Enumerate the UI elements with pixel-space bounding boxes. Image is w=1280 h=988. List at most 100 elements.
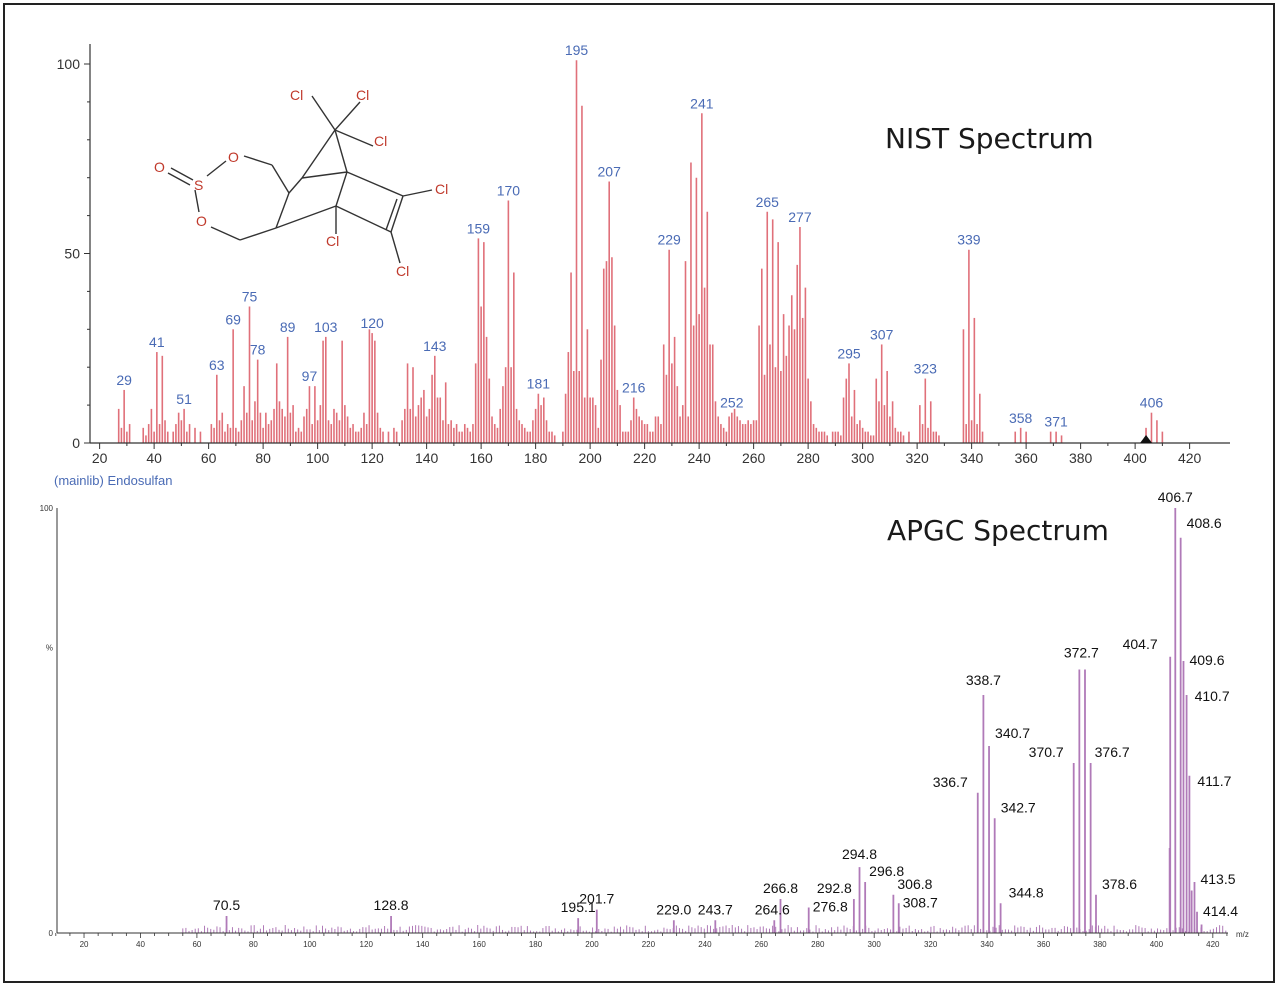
nist-x-tick-label: 20 — [92, 450, 108, 466]
nist-axes: 20 40 60 80 100 120 140 160 180 200 220 240 260 280 30… — [57, 44, 1230, 466]
apgc-peak-label: 408.6 — [1187, 515, 1222, 531]
nist-peak-label: 323 — [914, 361, 938, 377]
apgc-peak-label: 410.7 — [1195, 688, 1230, 704]
apgc-x-tick-label: 400 — [1150, 940, 1164, 949]
apgc-peak-label: 264.6 — [755, 901, 790, 917]
nist-x-tick-label: 260 — [742, 450, 766, 466]
atom-o-1: O — [228, 149, 239, 165]
apgc-peak-label: 378.6 — [1102, 876, 1137, 892]
nist-peak-label: 51 — [176, 391, 192, 407]
atom-cl-4: Cl — [435, 181, 448, 197]
nist-title: NIST Spectrum — [885, 122, 1094, 155]
apgc-x-tick-label: 20 — [80, 940, 89, 949]
apgc-x-unit: m/z — [1236, 930, 1249, 939]
nist-peak-label: 207 — [598, 163, 622, 179]
apgc-peak-label: 266.8 — [763, 880, 798, 896]
apgc-peak-label: 308.7 — [903, 894, 938, 910]
apgc-peak-label: 342.7 — [1001, 799, 1036, 815]
atom-cl-1: Cl — [290, 87, 303, 103]
apgc-peak-label: 409.6 — [1189, 652, 1224, 668]
nist-x-tick-label: 200 — [578, 450, 602, 466]
apgc-peak-label: 404.7 — [1123, 636, 1158, 652]
apgc-peak-label: 376.7 — [1095, 744, 1130, 760]
nist-x-tick-label: 160 — [469, 450, 493, 466]
apgc-peak-label: 413.5 — [1200, 871, 1235, 887]
nist-peak-label: 63 — [209, 357, 225, 373]
nist-peak-label: 89 — [280, 319, 296, 335]
nist-peak-label: 358 — [1009, 410, 1033, 426]
apgc-x-tick-label: 160 — [472, 940, 486, 949]
nist-x-tick-label: 100 — [306, 450, 330, 466]
nist-x-tick-label: 40 — [146, 450, 162, 466]
nist-peak-label: 277 — [788, 209, 812, 225]
nist-x-tick-label: 60 — [201, 450, 217, 466]
nist-peak-label: 103 — [314, 319, 338, 335]
nist-y-tick-label: 0 — [72, 435, 80, 451]
apgc-peak-label: 338.7 — [966, 672, 1001, 688]
apgc-x-tick-label: 420 — [1206, 940, 1220, 949]
nist-peak-label: 75 — [242, 289, 258, 305]
apgc-x-tick-label: 180 — [529, 940, 543, 949]
apgc-y-mid-label: % — [46, 644, 53, 653]
apgc-x-tick-label: 300 — [868, 940, 882, 949]
nist-peak-label: 229 — [657, 232, 681, 248]
apgc-peak-label: 229.0 — [656, 901, 691, 917]
atom-o-2: O — [154, 159, 165, 175]
nist-peak-label: 371 — [1044, 414, 1068, 430]
nist-x-tick-label: 320 — [905, 450, 929, 466]
apgc-x-tick-label: 360 — [1037, 940, 1051, 949]
apgc-peak-label: 70.5 — [213, 897, 240, 913]
nist-peak-label: 406 — [1140, 395, 1164, 411]
nist-caption: (mainlib) Endosulfan — [54, 473, 173, 488]
apgc-x-tick-label: 380 — [1093, 940, 1107, 949]
nist-x-tick-label: 360 — [1014, 450, 1038, 466]
apgc-peak-label: 340.7 — [995, 725, 1030, 741]
apgc-x-tick-label: 140 — [416, 940, 430, 949]
nist-peak-label: 265 — [756, 194, 780, 210]
nist-peak-label: 143 — [423, 338, 447, 354]
apgc-title: APGC Spectrum — [887, 514, 1109, 547]
apgc-x-tick-label: 120 — [360, 940, 374, 949]
apgc-peak-label: 336.7 — [933, 774, 968, 790]
nist-y-tick-label: 50 — [64, 246, 80, 262]
atom-o-3: O — [196, 213, 207, 229]
nist-chart: NIST Spectrum (mainlib) Endosulfan 29 41 5… — [54, 42, 1230, 488]
nist-peak-label: 120 — [360, 315, 384, 331]
apgc-peak-label: 128.8 — [374, 897, 409, 913]
apgc-x-tick-label: 280 — [811, 940, 825, 949]
nist-x-tick-label: 340 — [960, 450, 984, 466]
precursor-marker-icon — [1140, 435, 1153, 443]
nist-x-tick-label: 220 — [633, 450, 657, 466]
atom-cl-6: Cl — [396, 263, 409, 279]
nist-x-tick-label: 300 — [851, 450, 875, 466]
atom-cl-3: Cl — [374, 133, 387, 149]
apgc-y-top-label: 100 — [40, 504, 54, 513]
figure-frame — [3, 3, 1275, 983]
apgc-peak-label: 414.4 — [1203, 903, 1238, 919]
apgc-y-bottom-label: 0 — [49, 929, 54, 938]
nist-peak-label: 339 — [957, 232, 981, 248]
apgc-x-tick-label: 80 — [249, 940, 258, 949]
nist-x-tick-label: 400 — [1123, 450, 1147, 466]
nist-x-tick-label: 380 — [1069, 450, 1093, 466]
apgc-peaks — [182, 508, 1227, 933]
apgc-x-tick-label: 60 — [192, 940, 201, 949]
nist-peak-label: 295 — [837, 345, 861, 361]
nist-peak-label: 29 — [116, 372, 132, 388]
apgc-x-tick-label: 340 — [980, 940, 994, 949]
apgc-peak-label: 372.7 — [1064, 645, 1099, 661]
nist-peak-label: 41 — [149, 334, 165, 350]
apgc-x-tick-label: 100 — [303, 940, 317, 949]
atom-cl-5: Cl — [326, 233, 339, 249]
nist-peak-label: 216 — [622, 380, 646, 396]
apgc-x-tick-label: 200 — [585, 940, 599, 949]
apgc-x-tick-label: 320 — [924, 940, 938, 949]
nist-x-tick-label: 240 — [687, 450, 711, 466]
nist-peak-label: 307 — [870, 326, 894, 342]
nist-x-tick-label: 120 — [360, 450, 384, 466]
apgc-peak-label: 406.7 — [1158, 489, 1193, 505]
apgc-peak-label: 306.8 — [897, 876, 932, 892]
